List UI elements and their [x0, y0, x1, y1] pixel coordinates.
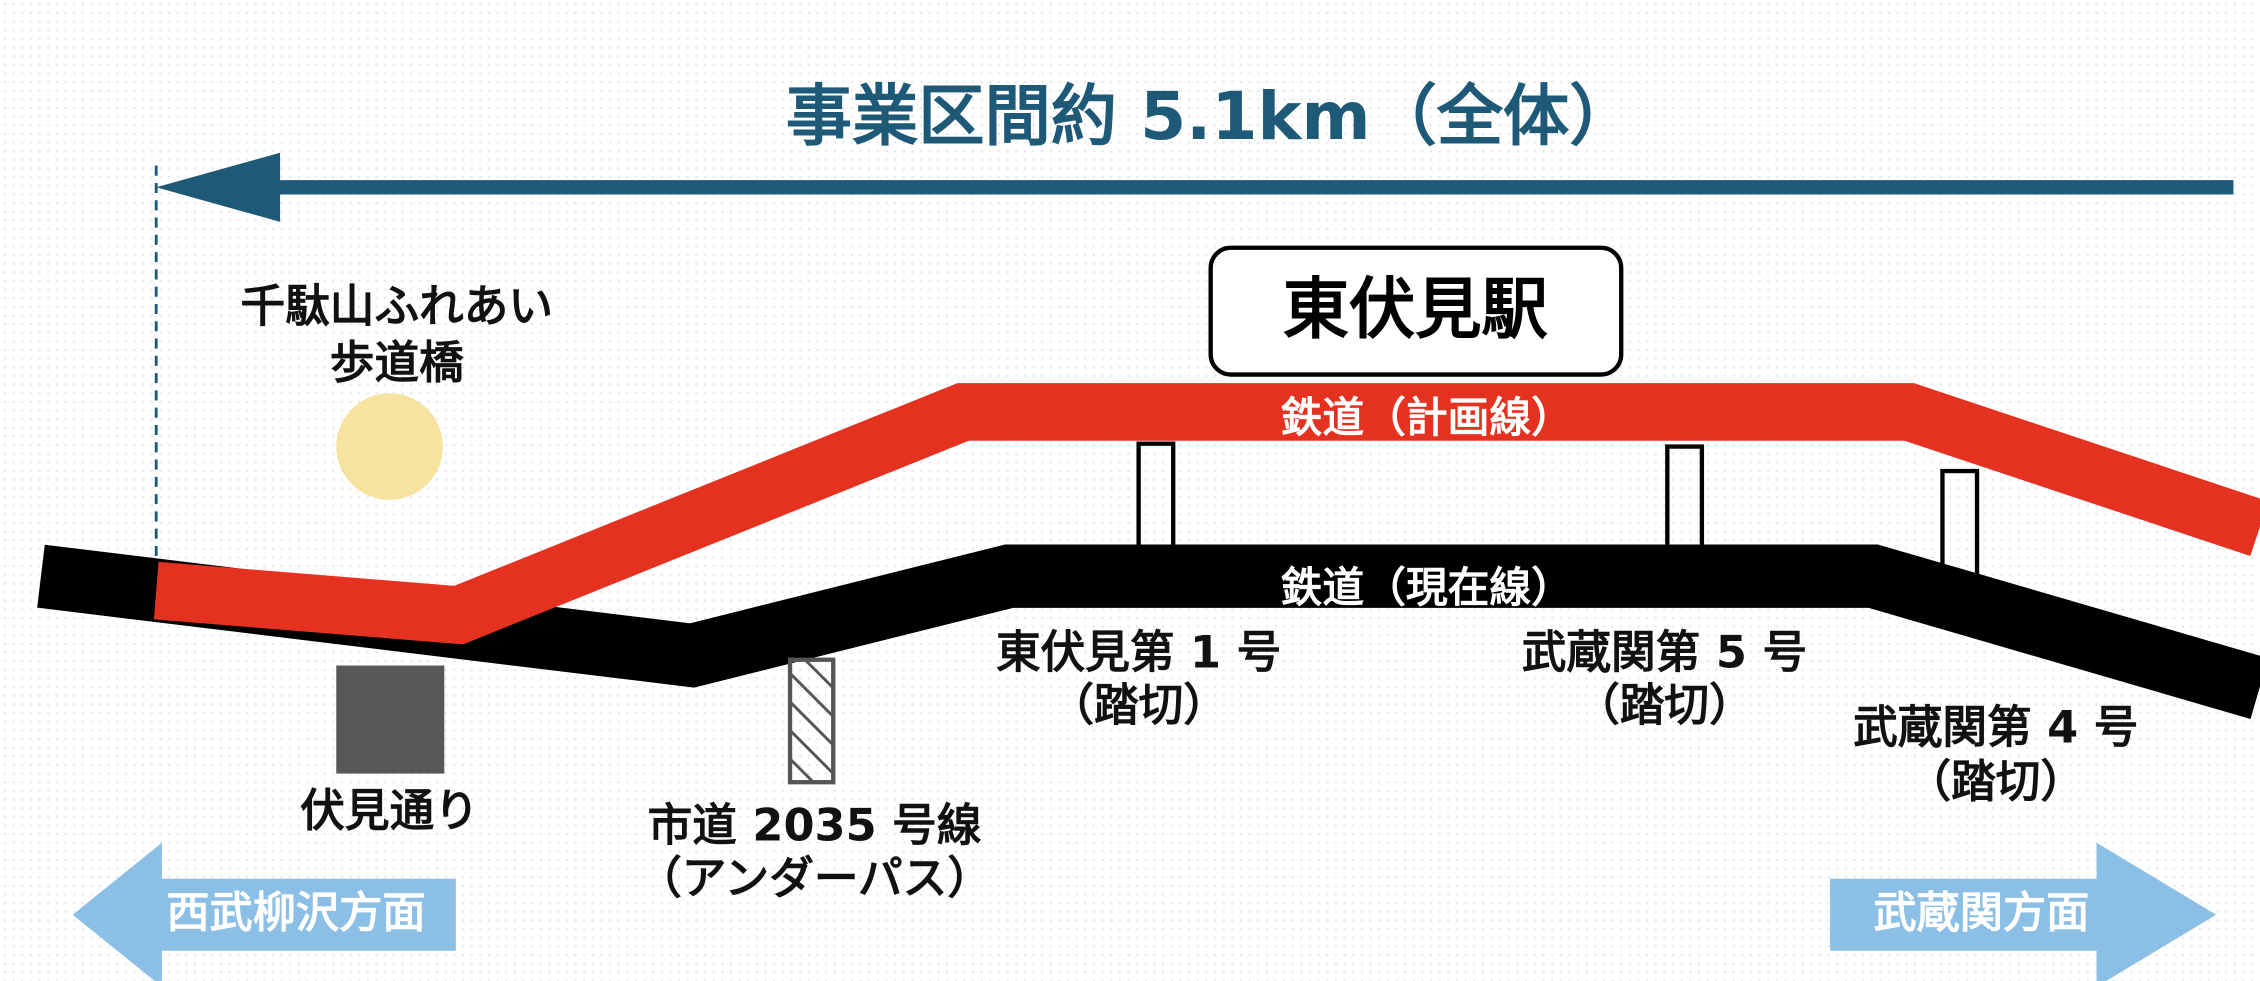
underpass-marker: [787, 657, 836, 785]
planned-line: [153, 383, 2260, 645]
planned-label: 鉄道（計画線）: [1281, 393, 1573, 442]
road-marker: [336, 665, 445, 774]
direction-label: 武蔵関方面: [1873, 889, 2089, 939]
crossing: [1940, 468, 1980, 611]
crossing-label: （踏切）: [1906, 756, 2085, 808]
crossing-label: （踏切）: [1575, 680, 1754, 732]
extent-arrowhead: [156, 152, 281, 222]
bridge-label: 歩道橋: [330, 337, 464, 389]
direction-label: 西武柳沢方面: [166, 889, 425, 939]
underpass-label: 市道 2035 号線: [648, 799, 982, 851]
crossing: [1136, 441, 1176, 583]
crossing-label: 武蔵関第 4 号: [1853, 701, 2138, 753]
bridge-marker: [336, 393, 443, 500]
crossing: [1665, 444, 1705, 586]
title: 事業区間約 5.1km（全体）: [786, 77, 1636, 155]
road-label: 伏見通り: [300, 785, 479, 837]
current-label: 鉄道（現在線）: [1281, 563, 1573, 612]
direction-arrow-right: [1830, 842, 2217, 981]
crossing-label: 東伏見第 1 号: [996, 626, 1281, 678]
station-box: [1208, 245, 1624, 377]
crossing-label: （踏切）: [1049, 680, 1228, 732]
crossing-label: 武蔵関第 5 号: [1522, 626, 1807, 678]
station-label: 東伏見駅: [1283, 270, 1549, 348]
bridge-label: 千駄山ふれあい: [241, 281, 553, 333]
underpass-label: （アンダーパス）: [637, 853, 992, 905]
direction-arrow-left: [72, 842, 456, 981]
